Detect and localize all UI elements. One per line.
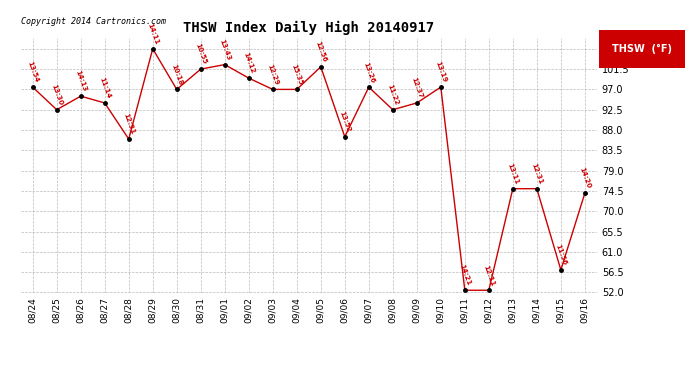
- Text: 13:54: 13:54: [26, 61, 39, 84]
- Text: 13:19: 13:19: [434, 61, 447, 84]
- Text: 10:55: 10:55: [194, 43, 207, 66]
- Text: Copyright 2014 Cartronics.com: Copyright 2014 Cartronics.com: [21, 17, 166, 26]
- Text: 12:29: 12:29: [266, 63, 279, 86]
- Text: 13:11: 13:11: [506, 162, 520, 185]
- Text: 14:21: 14:21: [458, 264, 471, 286]
- Text: 11:56: 11:56: [554, 244, 567, 266]
- Text: 14:12: 14:12: [242, 51, 255, 75]
- Text: 14:20: 14:20: [578, 166, 591, 190]
- Text: 11:22: 11:22: [386, 83, 400, 106]
- Text: 13:52: 13:52: [338, 111, 351, 133]
- Text: 13:30: 13:30: [50, 83, 63, 106]
- Text: 10:18: 10:18: [170, 63, 184, 86]
- Text: 14:11: 14:11: [146, 22, 159, 45]
- Text: 12:37: 12:37: [410, 76, 424, 99]
- Text: 12:31: 12:31: [122, 112, 135, 135]
- Text: 12:31: 12:31: [530, 162, 544, 185]
- Title: THSW Index Daily High 20140917: THSW Index Daily High 20140917: [183, 21, 435, 35]
- Text: 13:26: 13:26: [362, 61, 375, 84]
- Text: 12:11: 12:11: [482, 264, 495, 286]
- Text: 12:56: 12:56: [314, 40, 327, 63]
- Text: 13:43: 13:43: [218, 38, 231, 61]
- Text: 11:14: 11:14: [98, 76, 111, 99]
- Text: 15:35: 15:35: [290, 63, 304, 86]
- Text: 14:13: 14:13: [74, 69, 88, 93]
- Text: THSW  (°F): THSW (°F): [612, 44, 672, 54]
